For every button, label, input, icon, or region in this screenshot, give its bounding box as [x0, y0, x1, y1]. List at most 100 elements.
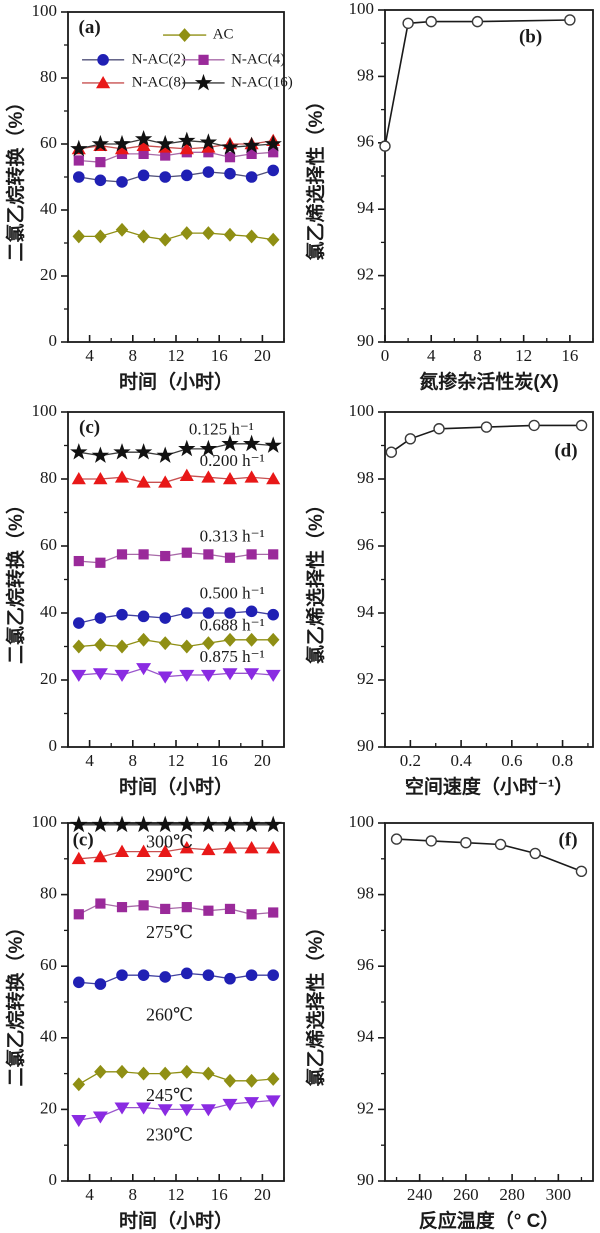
marker-0.313 h⁻¹	[160, 550, 171, 562]
marker-0.875 h⁻¹	[265, 669, 281, 682]
y-tick-label: 40	[40, 1027, 57, 1046]
y-tick-label: 92	[357, 669, 374, 688]
marker-0.875 h⁻¹	[92, 668, 108, 681]
marker-260℃	[202, 969, 215, 981]
marker-260℃	[137, 969, 150, 981]
panel-letter: (b)	[519, 27, 542, 48]
marker-N-AC(2)	[116, 176, 128, 188]
plot-border	[67, 411, 285, 748]
x-tick-label: 16	[561, 346, 578, 365]
y-tick-label: 98	[357, 468, 374, 487]
marker-0.200 h⁻¹	[266, 471, 281, 485]
panel-e-conversion-vs-time-temperature: 0 20 40 60 80 100 4 8 12 16 20 时间（小时） 二氯乙烷转换（%） 300℃ 2…	[0, 805, 300, 1233]
marker-selectivity	[529, 847, 541, 860]
marker-N-AC(2)	[94, 174, 107, 187]
marker-230℃	[179, 1104, 195, 1117]
y-tick-label: 0	[49, 736, 58, 755]
y-axis-title: 二氯乙烷转换（%）	[4, 93, 27, 262]
marker-AC	[245, 229, 258, 244]
marker-0.875 h⁻¹	[114, 669, 130, 682]
marker-0.688 h⁻¹	[115, 639, 129, 654]
marker-selectivity	[564, 14, 576, 26]
marker-selectivity	[385, 446, 398, 458]
marker-0.500 h⁻¹	[116, 608, 128, 621]
x-axis-title: 时间（小时）	[119, 370, 233, 393]
marker-275℃	[116, 902, 128, 913]
x-tick-label: 16	[211, 346, 228, 365]
panel-f-selectivity-vs-temperature: 90 92 94 96 98 100 240 260 280 300 反应温度（° C） 氯乙烯选择性…	[300, 805, 600, 1233]
marker-0.500 h⁻¹	[202, 607, 215, 619]
x-tick-label: 0.4	[450, 751, 472, 770]
series-line-N-AC(4)	[78, 151, 274, 163]
chart-a-canvas: 0 20 40 60 80 100 4 8 12 16 20 时间（小时） 二氯乙烷转换（%） AC N-A…	[4, 1, 293, 393]
series-line-0.688 h⁻¹	[78, 639, 274, 648]
marker-275℃	[246, 909, 257, 920]
series-line-N-AC(2)	[78, 169, 274, 183]
marker-275℃	[160, 903, 171, 915]
y-tick-label: 60	[40, 133, 57, 152]
y-tick-label: 96	[357, 535, 374, 554]
legend-label: N-AC(4)	[231, 51, 285, 67]
panel-letter: (f)	[559, 829, 578, 850]
marker-0.875 h⁻¹	[136, 663, 152, 676]
marker-0.200 h⁻¹	[114, 470, 130, 483]
series-annotation: 0.313 h⁻¹	[200, 527, 265, 546]
marker-AC	[202, 226, 215, 241]
marker-N-AC(16)	[242, 136, 261, 154]
marker-selectivity	[480, 421, 493, 433]
legend-label: N-AC(16)	[231, 74, 293, 90]
series-annotation: 0.875 h⁻¹	[200, 647, 265, 666]
marker-selectivity	[433, 423, 445, 435]
y-tick-label: 94	[357, 1027, 375, 1046]
marker-selectivity	[379, 140, 391, 152]
plot-border	[384, 822, 594, 1182]
x-tick-label: 240	[407, 1185, 433, 1204]
x-tick-label: 16	[211, 1185, 228, 1204]
marker-N-AC(2)	[181, 169, 193, 182]
x-tick-label: 12	[168, 751, 185, 770]
marker-N-AC(2)	[245, 171, 258, 183]
marker-0.875 h⁻¹	[244, 668, 260, 681]
marker-selectivity	[425, 15, 437, 28]
y-tick-label: 40	[40, 199, 57, 218]
marker-AC	[137, 229, 150, 244]
y-tick-label: 80	[40, 67, 57, 86]
marker-N-AC(2)	[159, 171, 171, 183]
marker-0.313 h⁻¹	[138, 549, 149, 560]
series-annotation: 0.500 h⁻¹	[200, 583, 265, 602]
y-tick-label: 0	[49, 1170, 58, 1189]
x-tick-label: 12	[168, 346, 185, 365]
x-tick-label: 16	[211, 751, 228, 770]
chart-f-canvas: 90 92 94 96 98 100 240 260 280 300 反应温度（° C） 氯乙烯选择性…	[304, 812, 594, 1232]
marker-260℃	[116, 969, 128, 981]
marker-0.313 h⁻¹	[116, 549, 128, 560]
marker-selectivity	[390, 833, 403, 845]
marker-0.688 h⁻¹	[137, 632, 150, 647]
marker-0.313 h⁻¹	[181, 547, 192, 558]
x-tick-label: 8	[129, 346, 138, 365]
y-axis-title: 二氯乙烷转换（%）	[4, 495, 27, 664]
marker-300℃	[70, 815, 88, 833]
marker-N-AC(2)	[73, 171, 85, 183]
marker-300℃	[199, 815, 218, 833]
marker-275℃	[181, 902, 192, 913]
marker-300℃	[178, 815, 196, 833]
y-tick-label: 100	[32, 812, 58, 831]
marker-N-AC(16)	[199, 133, 218, 150]
marker-N-AC(16)	[178, 131, 196, 149]
marker-N-AC(16)	[113, 134, 131, 152]
marker-N-AC(8)	[179, 141, 194, 155]
series-line-230℃	[78, 1099, 274, 1121]
y-tick-label: 80	[40, 884, 57, 903]
marker-275℃	[73, 909, 84, 920]
y-axis-title: 氯乙烯选择性（%）	[304, 92, 327, 261]
series-line-245℃	[78, 1071, 274, 1085]
marker-AC	[158, 232, 172, 247]
marker-0.688 h⁻¹	[158, 636, 172, 651]
plot-border	[67, 11, 285, 343]
marker-N-AC(16)	[264, 134, 282, 152]
marker-N-AC(16)	[221, 138, 239, 155]
y-axis-title: 氯乙烯选择性（%）	[304, 495, 327, 664]
marker-230℃	[200, 1104, 216, 1117]
marker-290℃	[158, 844, 173, 857]
